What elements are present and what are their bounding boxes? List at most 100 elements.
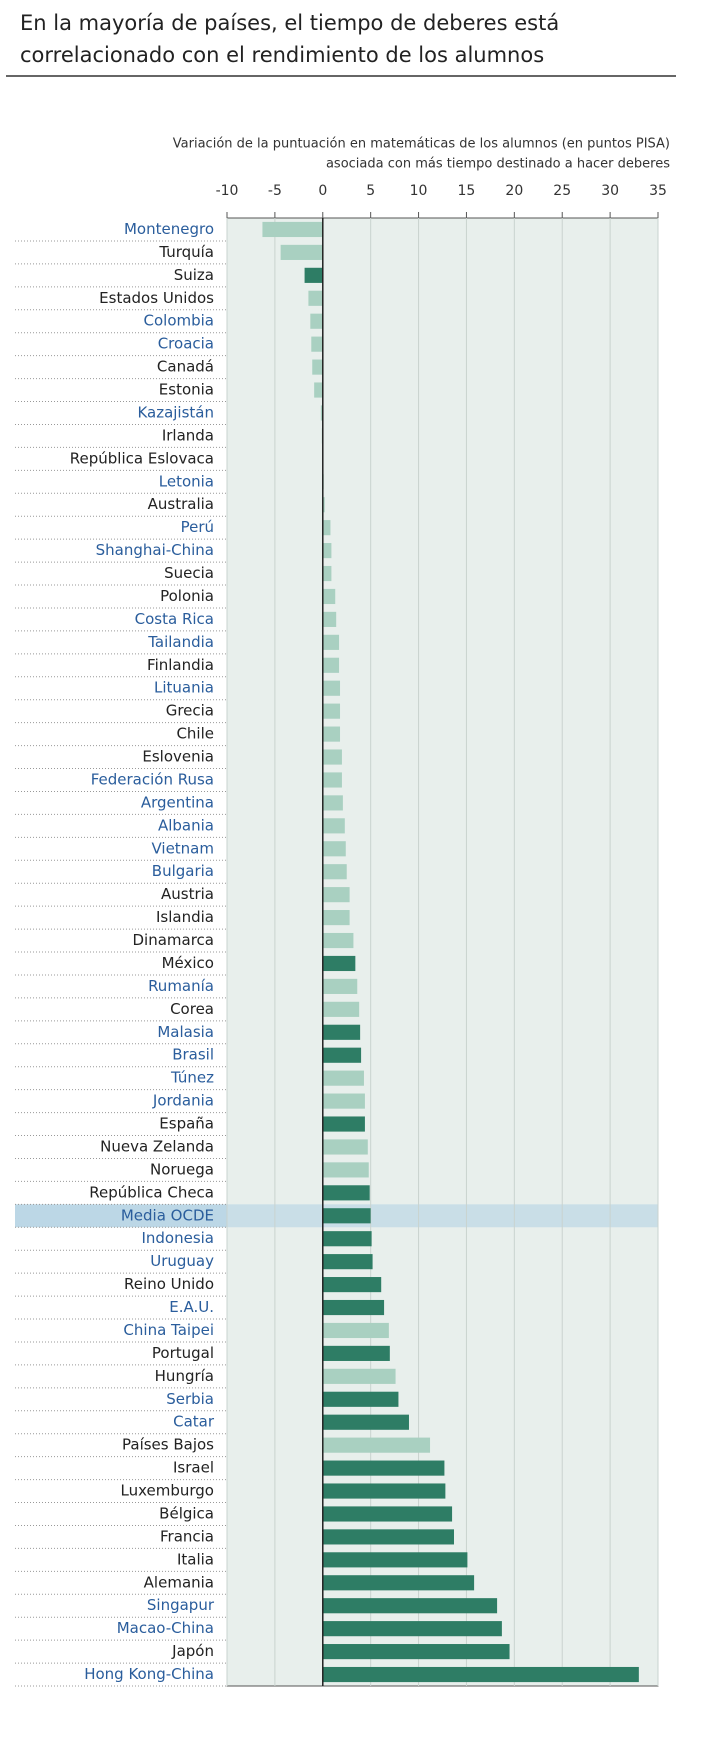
bar <box>322 1621 502 1637</box>
bar <box>322 1185 370 1201</box>
category-label: Lituania <box>154 679 214 697</box>
category-label: República Eslovaca <box>70 449 214 467</box>
x-tick-label: 0 <box>318 183 327 199</box>
bar <box>322 1024 361 1040</box>
category-label: Islandia <box>156 908 214 926</box>
category-label: Francia <box>160 1527 214 1545</box>
bar <box>322 910 350 926</box>
bar <box>322 497 325 513</box>
category-label: Chile <box>176 725 214 743</box>
bar <box>322 520 331 536</box>
category-label: Eslovenia <box>142 748 214 766</box>
category-label: Federación Rusa <box>91 770 214 788</box>
bar <box>312 359 323 375</box>
category-label: Nueva Zelanda <box>100 1137 214 1155</box>
bar <box>322 1552 468 1568</box>
bar <box>322 795 343 811</box>
bar <box>322 1506 453 1522</box>
bar <box>322 543 332 559</box>
bar <box>322 634 340 650</box>
category-label: Italia <box>177 1550 214 1568</box>
category-label: Hong Kong-China <box>84 1665 214 1683</box>
category-label: Israel <box>173 1459 214 1477</box>
category-label: México <box>162 954 214 972</box>
category-label: Letonia <box>159 472 214 490</box>
bar <box>322 1047 362 1063</box>
bar <box>322 680 341 696</box>
category-label: República Checa <box>89 1183 214 1201</box>
category-label: Singapur <box>147 1596 215 1614</box>
bar <box>322 1254 373 1270</box>
category-label: Hungría <box>155 1367 214 1385</box>
category-label: Costa Rica <box>135 610 214 628</box>
x-tick-label: 5 <box>366 183 375 199</box>
bar <box>322 1345 390 1361</box>
category-label: Países Bajos <box>122 1436 214 1454</box>
category-label: Polonia <box>160 587 214 605</box>
category-label: Estonia <box>159 381 214 399</box>
bar <box>322 611 337 627</box>
bar <box>322 1575 475 1591</box>
category-label: Malasia <box>157 1023 214 1041</box>
highlight-band <box>227 1204 658 1228</box>
bar <box>322 1116 365 1132</box>
x-tick-label: 10 <box>410 183 428 199</box>
category-label: Argentina <box>141 793 214 811</box>
category-label: China Taipei <box>123 1321 214 1339</box>
bar <box>322 588 336 605</box>
bar <box>308 290 323 306</box>
category-label: Kazajistán <box>137 403 214 421</box>
category-label: E.A.U. <box>169 1298 214 1316</box>
bar <box>314 382 323 398</box>
bar <box>322 749 342 765</box>
bar <box>322 703 341 719</box>
category-label: Túnez <box>170 1069 214 1087</box>
bar <box>280 244 323 260</box>
bar <box>262 221 323 238</box>
category-label: Finlandia <box>147 656 214 674</box>
category-label: Macao-China <box>117 1619 214 1637</box>
category-label: Rumanía <box>148 977 214 995</box>
x-tick-label: 20 <box>505 183 523 199</box>
chart-title: correlacionado con el rendimiento de los… <box>20 43 544 67</box>
category-label: Austria <box>161 885 214 903</box>
bar <box>322 1070 364 1086</box>
category-label: España <box>159 1115 214 1133</box>
category-label: Albania <box>158 816 214 834</box>
bar <box>322 818 345 834</box>
bar <box>322 841 346 857</box>
bar <box>322 1208 371 1224</box>
category-label: Serbia <box>166 1390 214 1408</box>
category-label: Australia <box>148 495 214 513</box>
category-label: Media OCDE <box>121 1206 214 1224</box>
category-label: Bélgica <box>159 1504 214 1522</box>
category-label: Alemania <box>144 1573 214 1591</box>
category-label: Portugal <box>152 1344 214 1362</box>
category-label: Vietnam <box>151 839 214 857</box>
category-label: Corea <box>170 1000 214 1018</box>
category-label: Uruguay <box>150 1252 214 1270</box>
category-label: Dinamarca <box>133 931 215 949</box>
category-label: Jordania <box>152 1092 214 1110</box>
bar <box>311 336 323 352</box>
x-tick-label: 15 <box>458 183 476 199</box>
bar <box>322 726 341 742</box>
bar <box>322 887 350 903</box>
bar <box>322 1368 396 1384</box>
category-label: Shanghai-China <box>96 541 214 559</box>
category-label: Reino Unido <box>124 1275 214 1293</box>
category-label: Suiza <box>174 266 214 284</box>
category-label: Noruega <box>150 1160 214 1178</box>
category-label: Turquía <box>158 243 214 261</box>
bar <box>322 1277 382 1293</box>
bar <box>320 405 323 421</box>
category-label: Japón <box>171 1642 214 1660</box>
category-label: Montenegro <box>124 220 214 238</box>
bar <box>322 1231 372 1247</box>
bar <box>322 1666 639 1683</box>
chart-title: En la mayoría de países, el tiempo de de… <box>20 11 559 35</box>
category-label: Grecia <box>166 702 214 720</box>
subtitle: Variación de la puntuación en matemática… <box>173 137 670 152</box>
category-label: Estados Unidos <box>99 289 214 307</box>
